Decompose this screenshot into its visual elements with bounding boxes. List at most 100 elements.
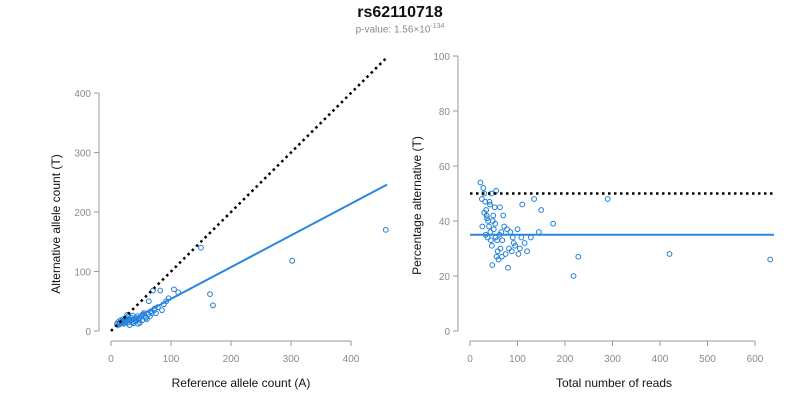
right-data-point bbox=[507, 229, 514, 235]
right-data-point bbox=[515, 251, 522, 257]
right-data-point bbox=[512, 242, 519, 249]
left-y-tick-label: 0 bbox=[85, 327, 91, 338]
right-data-point bbox=[490, 226, 497, 233]
right-x-tick-label: 100 bbox=[509, 354, 526, 365]
percentage-plot: 0 100 200 300 400 500 600 0 20 40 60 80 100 Total num… bbox=[410, 52, 774, 390]
right-data-point bbox=[482, 198, 489, 205]
left-null-line bbox=[110, 56, 388, 332]
right-data-point bbox=[502, 251, 509, 257]
right-x-tick-label: 0 bbox=[467, 354, 473, 365]
right-y-tick-label: 20 bbox=[439, 272, 451, 283]
right-data-point bbox=[550, 220, 557, 227]
left-y-tick-label: 100 bbox=[74, 268, 91, 279]
right-data-point bbox=[494, 248, 501, 255]
right-data-point bbox=[524, 248, 530, 255]
pvalue-prefix: p-value: 1.56 bbox=[355, 24, 414, 36]
right-data-point bbox=[505, 264, 511, 271]
left-x-tick-label: 300 bbox=[283, 354, 300, 365]
right-data-point bbox=[486, 223, 492, 230]
right-data-point bbox=[570, 273, 577, 279]
left-fit-line bbox=[116, 183, 388, 329]
right-data-point bbox=[506, 245, 512, 252]
right-data-point bbox=[478, 196, 485, 202]
right-x-tick-label: 400 bbox=[652, 354, 669, 365]
right-data-point bbox=[538, 207, 545, 213]
right-data-point bbox=[508, 248, 515, 255]
right-y-tick-label: 80 bbox=[439, 107, 451, 118]
right-x-tick-label: 500 bbox=[699, 354, 716, 365]
left-x-tick-label: 100 bbox=[163, 354, 180, 365]
right-x-tick-label: 600 bbox=[747, 354, 764, 365]
right-data-point bbox=[531, 196, 538, 202]
right-data-point bbox=[516, 245, 523, 252]
right-x-axis-label: Total number of reads bbox=[556, 376, 672, 390]
allele-count-plot: 0 100 200 300 400 0 100 200 300 400 Reference alle… bbox=[49, 56, 389, 390]
right-data-point bbox=[527, 234, 534, 241]
right-data-point bbox=[510, 240, 517, 246]
right-data-point bbox=[497, 204, 503, 211]
left-data-point bbox=[171, 286, 177, 293]
right-data-point bbox=[604, 196, 611, 202]
pvalue-base: 10 bbox=[419, 24, 431, 36]
right-data-point bbox=[491, 204, 498, 211]
right-data-point bbox=[514, 226, 521, 233]
left-data-point bbox=[142, 313, 149, 320]
pvalue-exponent: -134 bbox=[430, 23, 445, 30]
left-y-tick-label: 200 bbox=[74, 208, 91, 219]
right-data-point bbox=[479, 223, 486, 230]
right-data-point bbox=[535, 229, 542, 235]
left-data-point bbox=[198, 244, 204, 251]
right-data-point bbox=[500, 212, 507, 219]
left-y-tick-label: 400 bbox=[74, 89, 91, 100]
right-data-point bbox=[492, 220, 499, 227]
pvalue-subtitle: p-value: 1.56×10-134 bbox=[0, 23, 800, 35]
right-data-point bbox=[477, 179, 484, 186]
left-x-tick-label: 400 bbox=[343, 354, 360, 365]
left-x-tick-label: 0 bbox=[108, 354, 114, 365]
right-data-point bbox=[521, 240, 528, 246]
right-y-axis-label: Percentage alternative (T) bbox=[410, 136, 424, 275]
right-data-point bbox=[484, 215, 491, 222]
right-y-tick-label: 60 bbox=[439, 162, 451, 173]
right-data-point bbox=[486, 198, 493, 205]
left-x-tick-label: 200 bbox=[223, 354, 240, 365]
right-data-point bbox=[488, 237, 494, 244]
right-data-point bbox=[494, 237, 500, 244]
left-data-point bbox=[135, 316, 142, 323]
right-y-tick-label: 100 bbox=[433, 52, 450, 63]
right-data-point bbox=[481, 209, 488, 216]
left-data-point bbox=[289, 257, 296, 264]
right-data-point bbox=[509, 234, 516, 241]
chart-title: rs62110718 bbox=[357, 4, 443, 21]
right-data-point bbox=[519, 201, 526, 208]
right-data-point bbox=[487, 201, 493, 208]
right-data-point bbox=[499, 237, 506, 244]
right-data-point bbox=[666, 251, 673, 257]
right-y-tick-label: 0 bbox=[444, 327, 450, 338]
left-data-point bbox=[159, 307, 165, 314]
left-y-tick-label: 300 bbox=[74, 149, 91, 160]
left-data-point bbox=[157, 287, 164, 294]
left-x-axis-label: Reference allele count (A) bbox=[172, 376, 311, 390]
left-data-point bbox=[210, 302, 216, 309]
right-data-point bbox=[488, 242, 495, 249]
left-y-axis-label: Alternative allele count (T) bbox=[49, 154, 63, 293]
right-y-tick-label: 40 bbox=[439, 217, 451, 228]
right-data-point bbox=[575, 253, 582, 260]
right-data-point bbox=[504, 226, 510, 233]
right-x-tick-label: 200 bbox=[557, 354, 574, 365]
right-data-point bbox=[490, 212, 497, 219]
right-data-point bbox=[767, 256, 774, 263]
pvalue-times: × bbox=[413, 24, 420, 36]
right-data-point bbox=[518, 234, 525, 241]
right-x-tick-label: 300 bbox=[604, 354, 621, 365]
right-data-point bbox=[498, 253, 505, 260]
right-data-point bbox=[481, 190, 488, 197]
right-data-point bbox=[495, 256, 502, 263]
right-data-point bbox=[480, 185, 487, 191]
left-data-point bbox=[207, 291, 213, 298]
left-data-point bbox=[145, 298, 152, 305]
right-data-point bbox=[489, 262, 496, 268]
right-data-point bbox=[497, 245, 504, 252]
